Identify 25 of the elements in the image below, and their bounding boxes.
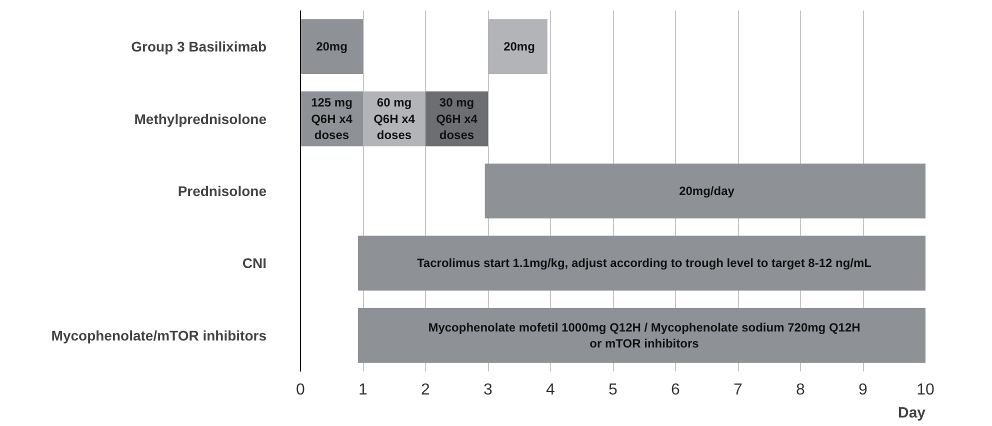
x-tick-label: 10 <box>916 382 934 398</box>
x-tick-label: 8 <box>796 382 806 398</box>
x-tick-label: 6 <box>671 382 680 398</box>
x-tick-label: 2 <box>421 382 430 398</box>
y-tick-label: CNI <box>242 255 267 272</box>
x-axis-title: Day <box>898 404 926 422</box>
annotation: 20mg <box>504 40 535 54</box>
annotation: Mycophenolate mofetil 1000mg Q12H / Mycophenolate sodium 720mg Q12H or mTOR inhibitors <box>428 320 860 350</box>
x-tick-label: 3 <box>484 382 493 398</box>
annotation: 60 mg Q6H x4 doses <box>374 96 416 142</box>
y-tick-label: Mycophenolate/mTOR inhibitors <box>51 327 267 344</box>
annotation: 30 mg Q6H x4 doses <box>436 96 478 142</box>
x-tick-label: 7 <box>734 382 743 398</box>
y-tick-label: Group 3 Basiliximab <box>131 38 267 55</box>
x-tick-label: 0 <box>296 382 306 398</box>
x-tick-label: 5 <box>608 382 618 398</box>
y-tick-label: Methylprednisolone <box>134 110 267 127</box>
annotation: 125 mg Q6H x4 doses <box>311 96 353 142</box>
x-tick-label: 9 <box>858 382 868 398</box>
annotation: Tacrolimus start 1.1mg/kg, adjust according to trough level to target 8-12 ng/mL <box>416 256 872 270</box>
annotation: 20mg <box>316 40 348 54</box>
x-tick-label: 1 <box>358 382 368 398</box>
y-tick-label: Prednisolone <box>178 183 267 199</box>
x-tick-label: 4 <box>546 382 556 398</box>
annotation: 20mg/day <box>679 184 735 198</box>
